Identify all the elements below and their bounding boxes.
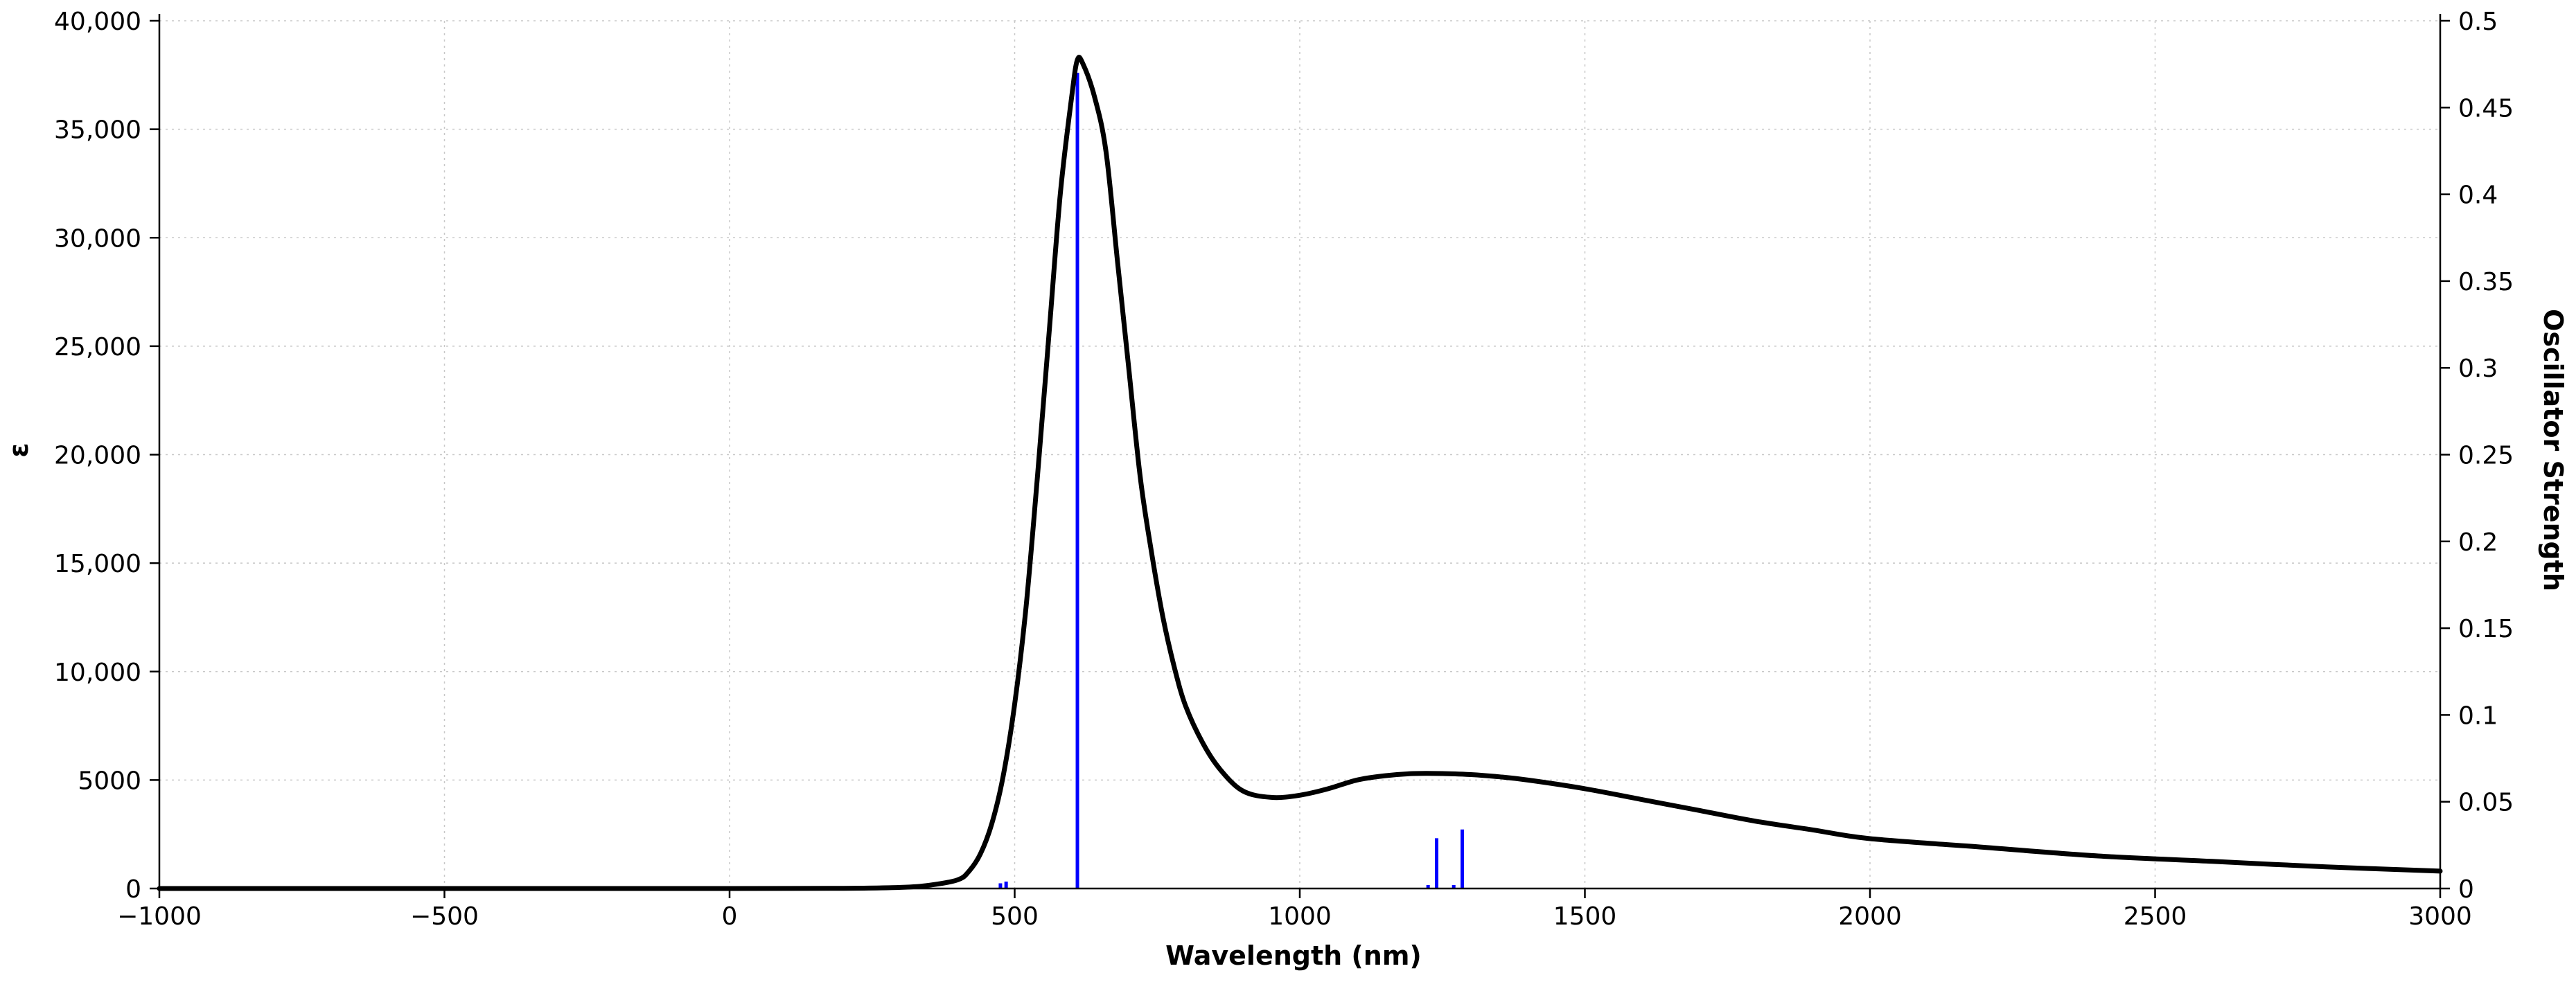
tick-labels: −1000 −500 0 500 1000 1500 2000 2500 30000500010… (54, 8, 2514, 931)
y2-tick-label: 0 (2458, 875, 2474, 904)
x-tick-label: 1500 (1553, 902, 1617, 931)
x-tick-label: 1000 (1268, 902, 1332, 931)
y2-tick-label: 0.4 (2458, 181, 2498, 210)
y-tick-label: 25,000 (54, 333, 141, 361)
y2-tick-label: 0.35 (2458, 268, 2514, 296)
x-tick-label: 500 (991, 902, 1039, 931)
oscillator-bars (998, 73, 1465, 889)
y2-tick-label: 0.45 (2458, 94, 2514, 123)
y2-tick-label: 0.1 (2458, 702, 2498, 730)
x-tick-label: 2500 (2124, 902, 2187, 931)
y2-tick-label: 0.25 (2458, 442, 2514, 470)
y-tick-label: 40,000 (54, 8, 141, 36)
y2-tick-label: 0.3 (2458, 355, 2498, 383)
y-tick-label: 10,000 (54, 659, 141, 687)
y-axis-title: ε (3, 443, 34, 457)
x-tick-label: −1000 (117, 902, 202, 931)
y-tick-label: 30,000 (54, 224, 141, 253)
grid-layer (159, 20, 2440, 889)
y-tick-label: 5000 (78, 767, 141, 795)
y2-tick-label: 0.5 (2458, 8, 2498, 36)
x-tick-label: −500 (410, 902, 479, 931)
spectrum-line (157, 55, 2443, 891)
y-tick-label: 15,000 (54, 550, 141, 578)
x-tick-label: 0 (722, 902, 738, 931)
y-tick-label: 0 (125, 875, 141, 904)
x-tick-label: 3000 (2408, 902, 2472, 931)
x-axis-title: Wavelength (nm) (1165, 940, 1422, 971)
y2-tick-label: 0.15 (2458, 615, 2514, 643)
y2-axis-title: Oscillator Strength (2538, 309, 2568, 591)
y2-tick-label: 0.2 (2458, 528, 2498, 557)
y-tick-label: 20,000 (54, 442, 141, 470)
x-tick-label: 2000 (1838, 902, 1902, 931)
axes (150, 14, 2450, 898)
y-tick-label: 35,000 (54, 116, 141, 145)
y2-tick-label: 0.05 (2458, 789, 2514, 817)
